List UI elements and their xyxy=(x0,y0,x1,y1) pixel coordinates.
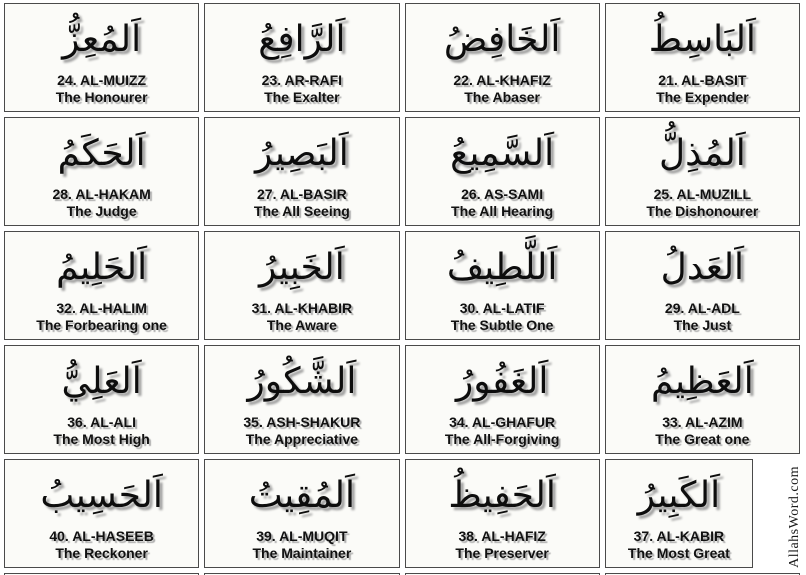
arabic-calligraphy: اَلعَظِيمُ xyxy=(651,361,754,402)
name-number-label: 22. AL-KHAFIZ xyxy=(453,72,551,88)
name-meaning: The All-Forgiving xyxy=(444,431,560,447)
name-meaning: The Preserver xyxy=(455,545,549,561)
arabic-calligraphy: اَلغَفُورُ xyxy=(455,361,549,402)
name-card-35: اَلشَّكُورُ 35. ASH-SHAKUR The Appreciat… xyxy=(204,345,400,454)
name-number-label: 39. AL-MUQIT xyxy=(256,528,348,544)
name-number-label: 21. AL-BASIT xyxy=(658,72,747,88)
name-number-label: 40. AL-HASEEB xyxy=(49,528,154,544)
arabic-calligraphy: اَلعَلِيُّ xyxy=(61,361,142,402)
name-card-33: اَلعَظِيمُ 33. AL-AZIM The Great one xyxy=(604,345,800,454)
partial-next-row-cell xyxy=(4,573,200,575)
name-meaning: The Reckoner xyxy=(55,545,148,561)
name-meaning: The All Hearing xyxy=(451,203,554,219)
arabic-calligraphy: اَلخَبِيرُ xyxy=(258,247,345,288)
arabic-calligraphy: اَلبَاسِطُ xyxy=(648,19,756,60)
name-card-29: اَلعَدلُ 29. AL-ADL The Just xyxy=(604,231,800,340)
watermark-text: AllahsWord.com xyxy=(787,466,802,568)
name-number-label: 27. AL-BASIR xyxy=(257,186,347,202)
arabic-calligraphy: اَلسَّمِيعُ xyxy=(450,133,555,174)
arabic-calligraphy: اَلمُذِلُّ xyxy=(658,133,746,174)
arabic-calligraphy: اَلحَكَمُ xyxy=(57,133,146,174)
name-card-26: اَلسَّمِيعُ 26. AS-SAMI The All Hearing xyxy=(404,117,600,226)
names-grid: اَلمُعِزُّ 24. AL-MUIZZ The Honourer اَل… xyxy=(4,3,800,575)
name-meaning: The Exalter xyxy=(264,89,340,105)
name-card-38: اَلحَفِيظُ 38. AL-HAFIZ The Preserver xyxy=(404,459,600,568)
name-meaning: The Aware xyxy=(266,317,337,333)
arabic-calligraphy: اَلمُعِزُّ xyxy=(62,19,142,60)
name-meaning: The Just xyxy=(673,317,732,333)
arabic-calligraphy: اَلكَبِيرُ xyxy=(637,475,721,516)
name-card-30: اَللَّطِيفُ 30. AL-LATIF The Subtle One xyxy=(404,231,600,340)
name-card-22: اَلخَافِضُ 22. AL-KHAFIZ The Abaser xyxy=(404,3,600,112)
name-number-label: 34. AL-GHAFUR xyxy=(449,414,556,430)
partial-next-row-cell xyxy=(404,573,600,575)
arabic-calligraphy: اَلبَصِيرُ xyxy=(254,133,349,174)
partial-next-row-cell xyxy=(204,573,400,575)
name-number-label: 32. AL-HALIM xyxy=(56,300,147,316)
name-meaning: The Expender xyxy=(656,89,749,105)
name-meaning: The Appreciative xyxy=(245,431,359,447)
arabic-calligraphy: اَلحَلِيمُ xyxy=(56,247,148,288)
name-number-label: 24. AL-MUIZZ xyxy=(57,72,147,88)
name-card-31: اَلخَبِيرُ 31. AL-KHABIR The Aware xyxy=(204,231,400,340)
name-meaning: The Maintainer xyxy=(252,545,352,561)
name-card-34: اَلغَفُورُ 34. AL-GHAFUR The All-Forgivi… xyxy=(404,345,600,454)
name-meaning: The Abaser xyxy=(464,89,540,105)
name-number-label: 26. AS-SAMI xyxy=(461,186,544,202)
arabic-calligraphy: اَلعَدلُ xyxy=(660,247,745,288)
name-card-27: اَلبَصِيرُ 27. AL-BASIR The All Seeing xyxy=(204,117,400,226)
name-number-label: 25. AL-MUZILL xyxy=(653,186,752,202)
name-number-label: 28. AL-HAKAM xyxy=(52,186,151,202)
name-meaning: The Forbearing one xyxy=(36,317,167,333)
arabic-calligraphy: اَلحَسِيبُ xyxy=(40,475,163,516)
name-number-label: 31. AL-KHABIR xyxy=(251,300,353,316)
name-card-21: اَلبَاسِطُ 21. AL-BASIT The Expender xyxy=(604,3,800,112)
name-card-32: اَلحَلِيمُ 32. AL-HALIM The Forbearing o… xyxy=(4,231,200,340)
name-number-label: 35. ASH-SHAKUR xyxy=(243,414,361,430)
name-number-label: 38. AL-HAFIZ xyxy=(458,528,546,544)
name-number-label: 37. AL-KABIR xyxy=(633,528,725,544)
name-card-39: اَلمُقِيتُ 39. AL-MUQIT The Maintainer xyxy=(204,459,400,568)
arabic-calligraphy: اَلخَافِضُ xyxy=(443,19,561,60)
name-card-37: اَلكَبِيرُ 37. AL-KABIR The Most Great xyxy=(604,459,753,568)
name-meaning: The Subtle One xyxy=(450,317,554,333)
name-number-label: 36. AL-ALI xyxy=(67,414,136,430)
name-card-28: اَلحَكَمُ 28. AL-HAKAM The Judge xyxy=(4,117,200,226)
name-number-label: 30. AL-LATIF xyxy=(459,300,545,316)
arabic-calligraphy: اَلمُقِيتُ xyxy=(248,475,355,516)
name-number-label: 33. AL-AZIM xyxy=(662,414,743,430)
name-card-24: اَلمُعِزُّ 24. AL-MUIZZ The Honourer xyxy=(4,3,200,112)
name-card-36: اَلعَلِيُّ 36. AL-ALI The Most High xyxy=(4,345,200,454)
name-number-label: 23. AR-RAFI xyxy=(261,72,343,88)
name-meaning: The Dishonourer xyxy=(646,203,759,219)
name-card-40: اَلحَسِيبُ 40. AL-HASEEB The Reckoner xyxy=(4,459,200,568)
name-meaning: The Honourer xyxy=(55,89,148,105)
name-meaning: The Judge xyxy=(66,203,137,219)
arabic-calligraphy: اَللَّطِيفُ xyxy=(446,247,558,288)
partial-next-row-cell xyxy=(604,573,800,575)
name-number-label: 29. AL-ADL xyxy=(664,300,740,316)
arabic-calligraphy: اَلشَّكُورُ xyxy=(247,361,357,402)
name-card-23: اَلرَّافِعُ 23. AR-RAFI The Exalter xyxy=(204,3,400,112)
name-meaning: The All Seeing xyxy=(253,203,350,219)
name-card-25: اَلمُذِلُّ 25. AL-MUZILL The Dishonourer xyxy=(604,117,800,226)
arabic-calligraphy: اَلرَّافِعُ xyxy=(258,19,346,60)
name-meaning: The Most High xyxy=(53,431,150,447)
name-meaning: The Great one xyxy=(655,431,750,447)
arabic-calligraphy: اَلحَفِيظُ xyxy=(448,475,556,516)
name-meaning: The Most Great xyxy=(627,545,730,561)
